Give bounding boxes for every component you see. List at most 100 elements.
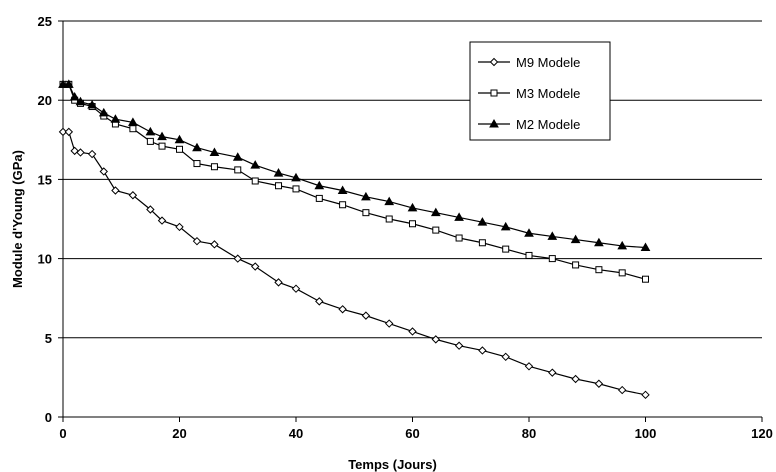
- data-point-m9-modele: [384, 319, 394, 328]
- x-tick-label: 120: [751, 426, 773, 441]
- data-point-m2-modele: [75, 96, 86, 106]
- series-layer: [58, 79, 651, 400]
- data-point-m9-modele: [431, 335, 441, 344]
- data-point-m2-modele: [110, 114, 121, 123]
- data-point-m2-modele: [174, 134, 185, 144]
- data-point-m9-modele: [111, 186, 120, 195]
- data-point-m2-modele: [617, 240, 628, 250]
- data-point-m3-modele: [234, 166, 242, 174]
- data-point-m2-modele: [291, 172, 301, 182]
- legend-item-m3-modele: M3 Modele: [478, 86, 580, 101]
- data-point-m2-modele: [361, 191, 371, 201]
- data-point-m3-modele: [642, 275, 649, 283]
- data-point-m2-modele: [157, 131, 167, 141]
- data-point-m2-modele: [524, 228, 534, 237]
- data-point-m9-modele: [408, 327, 417, 336]
- y-tick-label: 25: [38, 14, 52, 29]
- x-axis-title: Temps (Jours): [348, 457, 437, 472]
- data-point-m3-modele: [275, 182, 283, 190]
- data-point-m3-modele: [129, 125, 137, 133]
- data-point-m9-modele: [617, 385, 627, 395]
- axis-layer: [62, 21, 762, 418]
- data-point-m2-modele: [69, 92, 80, 101]
- data-point-m3-modele: [502, 245, 510, 253]
- data-point-m2-modele: [570, 234, 581, 244]
- x-tick-label: 0: [59, 426, 66, 441]
- series-m3-modele: [59, 80, 649, 283]
- data-point-m3-modele: [158, 142, 166, 150]
- data-point-m2-modele: [63, 79, 74, 88]
- legend-marker: [490, 89, 498, 97]
- data-point-m9-modele: [99, 167, 108, 176]
- data-point-m2-modele: [640, 242, 651, 252]
- y-tick-label: 0: [45, 410, 52, 425]
- data-point-m3-modele: [176, 145, 183, 153]
- data-point-m2-modele: [547, 231, 558, 240]
- legend-label: M3 Modele: [516, 86, 580, 101]
- legend-label: M9 Modele: [516, 55, 580, 70]
- y-tick-label: 15: [38, 172, 52, 187]
- y-tick-label: 5: [45, 331, 52, 346]
- data-point-m3-modele: [409, 220, 416, 228]
- data-point-m9-modele: [87, 149, 97, 159]
- data-point-m2-modele: [337, 185, 348, 194]
- data-point-m9-modele: [548, 368, 557, 377]
- data-point-m3-modele: [193, 160, 201, 168]
- data-point-m3-modele: [251, 177, 259, 185]
- data-point-m2-modele: [145, 126, 156, 136]
- data-point-m9-modele: [594, 379, 604, 388]
- data-point-m3-modele: [210, 163, 218, 171]
- data-point-m3-modele: [572, 261, 580, 269]
- y-tick-label: 20: [38, 93, 52, 108]
- data-point-m9-modele: [233, 254, 242, 263]
- legend-item-m2-modele: M2 Modele: [478, 117, 580, 132]
- data-point-m9-modele: [76, 148, 85, 157]
- legend-marker: [489, 57, 499, 67]
- data-point-m3-modele: [146, 137, 154, 145]
- data-point-m9-modele: [64, 127, 74, 137]
- data-point-m9-modele: [128, 191, 138, 200]
- y-tick-label: 10: [38, 252, 52, 267]
- data-point-m2-modele: [87, 99, 97, 109]
- data-point-m9-modele: [571, 374, 580, 384]
- series-m2-modele: [58, 79, 651, 252]
- data-point-m2-modele: [454, 212, 464, 221]
- data-point-m2-modele: [192, 142, 202, 152]
- data-point-m9-modele: [70, 146, 79, 156]
- data-point-m2-modele: [209, 147, 220, 156]
- legend-item-m9-modele: M9 Modele: [478, 55, 580, 70]
- data-point-m9-modele: [146, 205, 155, 214]
- data-point-m2-modele: [407, 202, 418, 212]
- data-point-m9-modele: [641, 390, 650, 400]
- legend-label: M2 Modele: [516, 117, 580, 132]
- y-axis-title: Module d'Young (GPa): [10, 150, 25, 288]
- data-point-m9-modele: [361, 311, 371, 320]
- data-point-m9-modele: [501, 352, 510, 362]
- tick-layer: 0 5 10 15 20 25 0 20 40 60 80 100 120: [38, 14, 773, 441]
- grid-layer: [63, 20, 762, 339]
- data-point-m3-modele: [548, 255, 556, 263]
- data-point-m9-modele: [58, 127, 68, 137]
- data-point-m3-modele: [385, 215, 393, 223]
- legend: M9 Modele M3 Modele M2 Modele: [469, 41, 611, 141]
- data-point-m3-modele: [292, 185, 300, 193]
- data-point-m3-modele: [455, 234, 463, 242]
- data-point-m9-modele: [478, 346, 487, 355]
- data-point-m3-modele: [595, 266, 603, 274]
- data-point-m9-modele: [315, 297, 324, 306]
- data-point-m2-modele: [128, 117, 138, 126]
- data-point-m3-modele: [525, 251, 533, 259]
- data-point-m3-modele: [339, 201, 347, 209]
- data-point-m9-modele: [175, 222, 184, 232]
- data-point-m9-modele: [251, 262, 260, 271]
- data-point-m2-modele: [384, 196, 395, 206]
- data-point-m9-modele: [524, 362, 534, 371]
- x-tick-label: 100: [635, 426, 657, 441]
- data-point-m2-modele: [594, 237, 604, 247]
- data-point-m2-modele: [232, 152, 243, 161]
- x-tick-label: 60: [405, 426, 419, 441]
- data-point-m2-modele: [273, 168, 284, 177]
- data-point-m2-modele: [500, 221, 511, 231]
